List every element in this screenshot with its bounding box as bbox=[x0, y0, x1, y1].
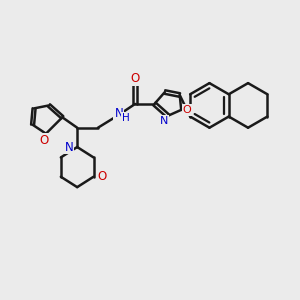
Text: N: N bbox=[64, 140, 73, 154]
Text: O: O bbox=[97, 170, 106, 183]
Text: O: O bbox=[130, 72, 140, 85]
Text: H: H bbox=[122, 113, 130, 123]
Text: O: O bbox=[183, 105, 191, 115]
Text: O: O bbox=[40, 134, 49, 147]
Text: N: N bbox=[114, 107, 123, 120]
Text: N: N bbox=[160, 116, 169, 126]
